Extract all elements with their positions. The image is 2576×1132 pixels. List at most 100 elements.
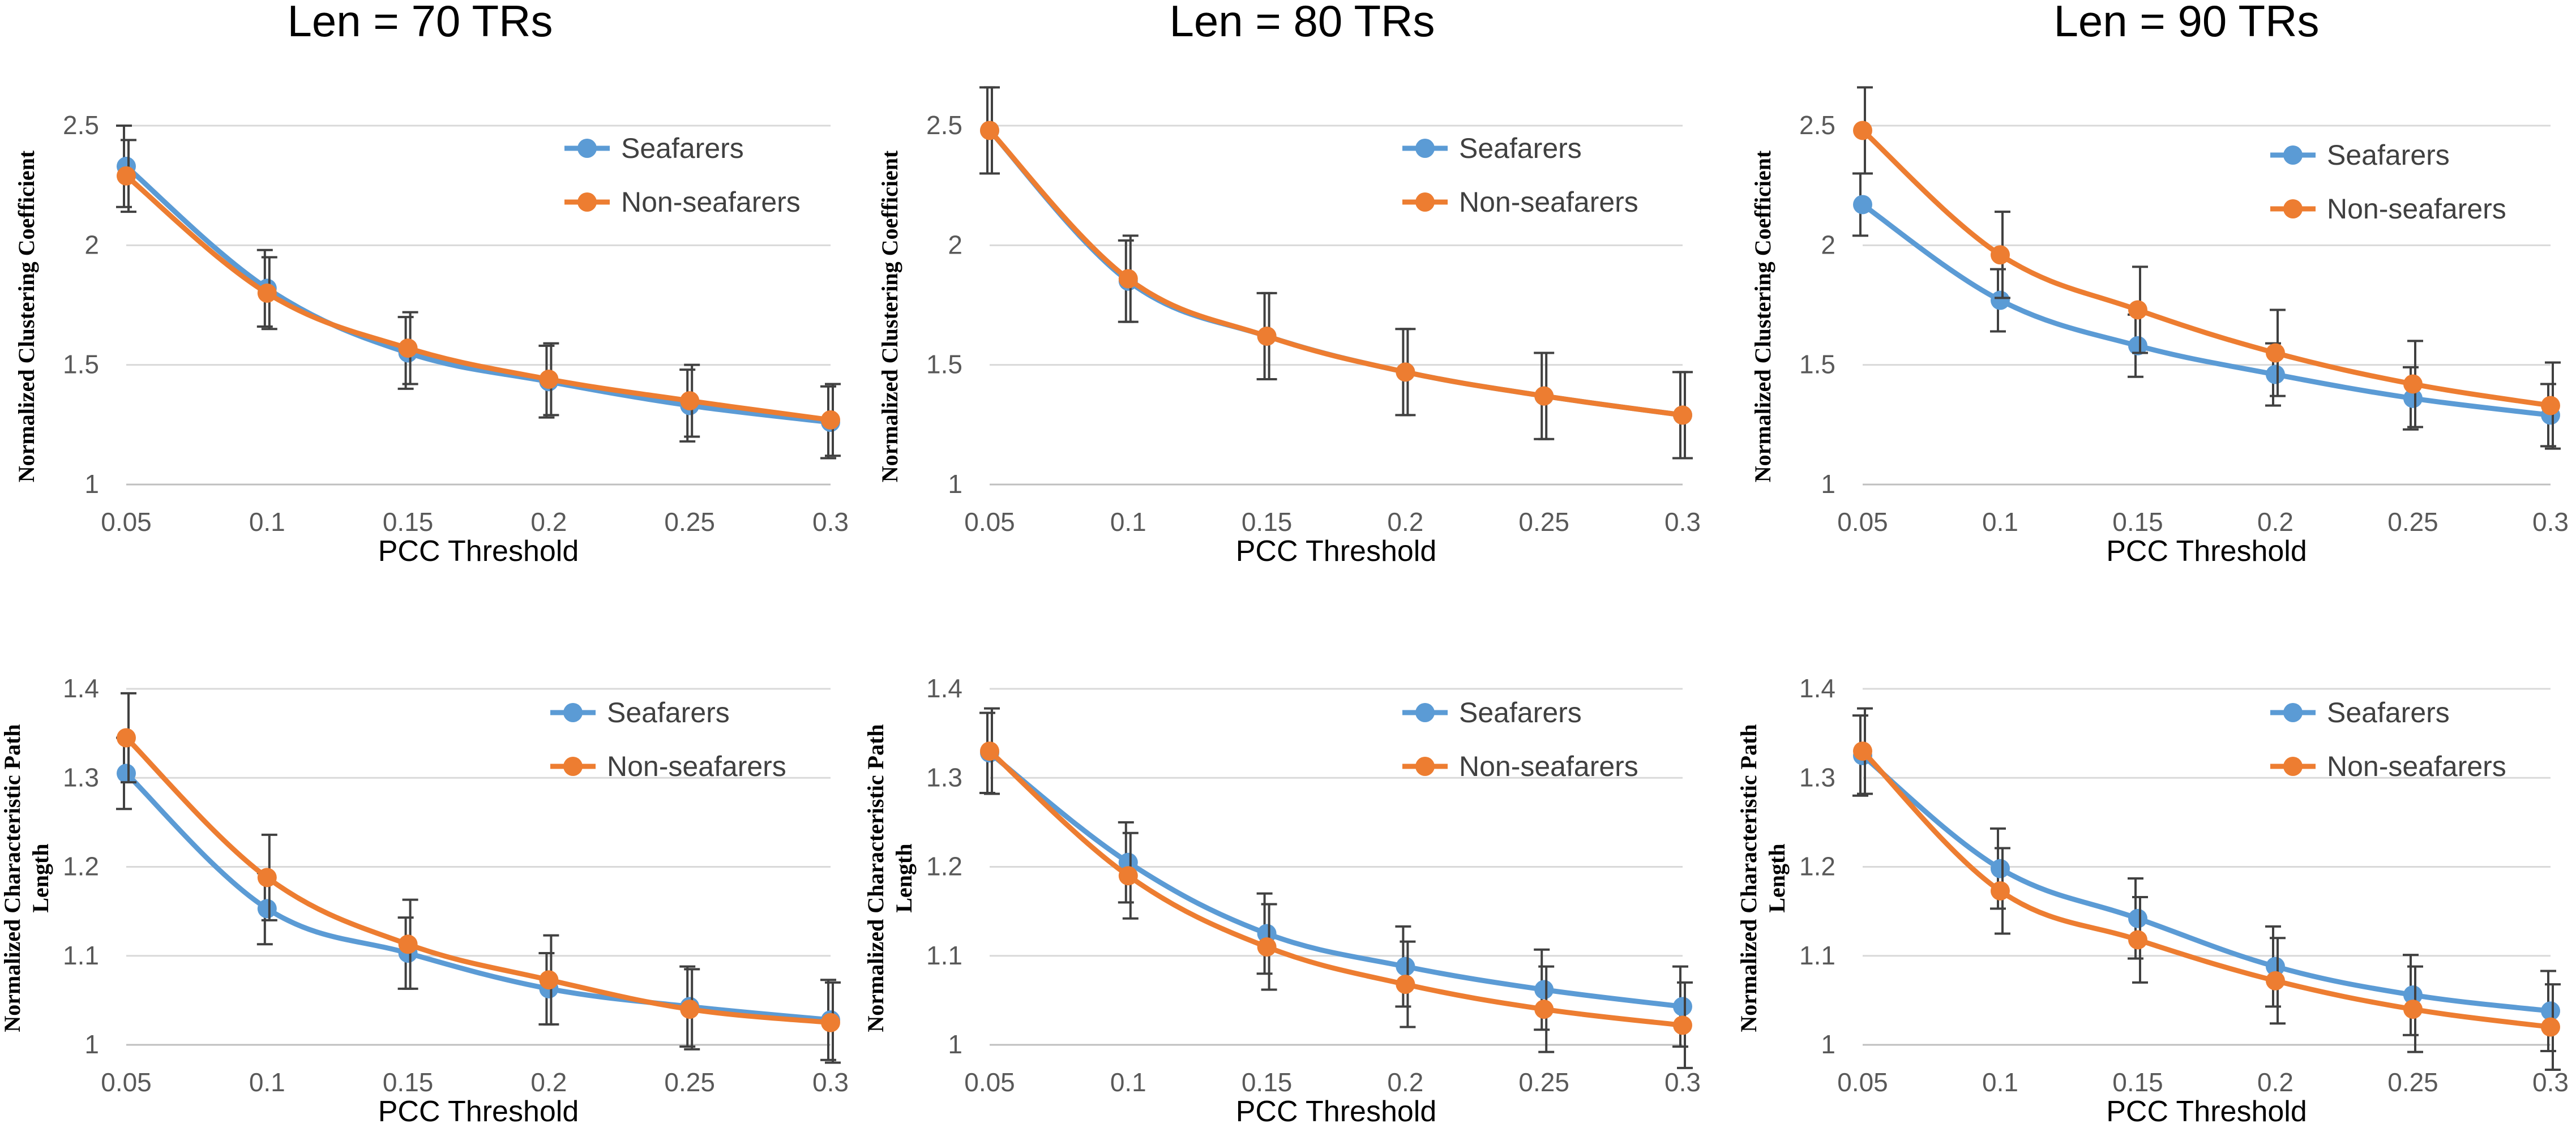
data-point-non-seafarers	[1118, 269, 1138, 289]
x-tick-label: 0.3	[2532, 507, 2569, 537]
legend-swatch-marker	[2283, 703, 2303, 722]
data-point-non-seafarers	[1853, 741, 1872, 761]
y-axis-label: Normalized Clustering Coefficient	[1750, 150, 1775, 482]
series-line-non-seafarers	[123, 173, 833, 423]
x-tick-label: 0.1	[249, 507, 285, 537]
data-point-non-seafarers	[2266, 343, 2285, 363]
legend-label: Seafarers	[1459, 132, 1582, 164]
data-point-non-seafarers	[1534, 386, 1554, 406]
x-axis-label: PCC Threshold	[378, 535, 579, 568]
x-tick-label: 0.05	[101, 507, 152, 537]
data-point-seafarers	[1991, 859, 2010, 878]
legend-label: Seafarers	[1459, 697, 1582, 728]
data-point-seafarers	[2403, 985, 2423, 1005]
y-tick-label: 1.2	[1799, 852, 1835, 881]
legend-label: Non-seafarers	[2327, 751, 2506, 782]
legend-label: Seafarers	[621, 132, 744, 164]
y-tick-label: 1.2	[63, 852, 99, 881]
data-point-seafarers	[1673, 997, 1692, 1017]
y-axis-label: Normalized Characteristic Path	[1736, 724, 1761, 1032]
y-tick-label: 1.1	[926, 941, 962, 970]
data-point-seafarers	[1853, 195, 1872, 215]
x-tick-label: 0.3	[1664, 507, 1701, 537]
data-point-non-seafarers	[398, 934, 418, 954]
y-tick-label: 1.5	[926, 350, 962, 379]
x-axis-label: PCC Threshold	[1236, 1095, 1437, 1128]
x-tick-label: 0.15	[2112, 1067, 2163, 1097]
panels: 1 1.5 2 2.5 0.05 0.1 0.15 0.2 0.25 0.3 PCC Thresho…	[0, 86, 2569, 1128]
data-point-seafarers	[1118, 852, 1138, 872]
chart-panel-bottom-middle: 1 1.1 1.2 1.3 1.4 0.05 0.1 0.15 0.2 0.25 0.3 PCC Th…	[863, 674, 1701, 1128]
y-tick-label: 1.3	[63, 762, 99, 792]
x-tick-label: 0.25	[664, 507, 715, 537]
legend-swatch-marker	[1415, 703, 1435, 722]
legend-label: Non-seafarers	[1459, 751, 1638, 782]
data-point-non-seafarers	[257, 283, 277, 303]
y-tick-label: 1.3	[1799, 762, 1835, 792]
legend-swatch-marker	[2283, 145, 2303, 165]
x-tick-label: 0.1	[1110, 1067, 1146, 1097]
x-tick-label: 0.1	[1982, 1067, 2018, 1097]
x-tick-label: 0.25	[1518, 1067, 1569, 1097]
data-point-non-seafarers	[2403, 1000, 2423, 1019]
x-tick-label: 0.15	[383, 507, 434, 537]
x-tick-label: 0.1	[249, 1067, 285, 1097]
chart-panel-top-right: 1 1.5 2 2.5 0.05 0.1 0.15 0.2 0.25 0.3 PCC Thresho…	[1750, 86, 2569, 568]
data-point-non-seafarers	[1118, 866, 1138, 886]
data-point-non-seafarers	[1673, 1015, 1692, 1035]
data-point-seafarers	[1534, 980, 1554, 1000]
series-line-seafarers	[987, 750, 1685, 1009]
legend-swatch-marker	[1415, 192, 1435, 212]
legend-label: Non-seafarers	[621, 186, 801, 218]
data-point-non-seafarers	[1991, 245, 2010, 265]
x-tick-label: 0.05	[1837, 1067, 1888, 1097]
data-point-non-seafarers	[821, 410, 840, 430]
data-point-seafarers	[1396, 957, 1415, 976]
y-axis-label: Normalized Clustering Coefficient	[877, 150, 902, 482]
data-point-non-seafarers	[1853, 121, 1872, 140]
x-axis-label: PCC Threshold	[1236, 535, 1437, 568]
y-axis-label: Length	[891, 843, 917, 912]
data-point-seafarers	[2266, 957, 2285, 976]
data-point-non-seafarers	[680, 1000, 700, 1019]
series-line-non-seafarers	[987, 748, 1685, 1028]
legend-label: Seafarers	[607, 697, 730, 728]
y-tick-label: 2	[1821, 230, 1835, 259]
column-title-80: Len = 80 TRs	[1169, 0, 1435, 46]
y-tick-label: 2.5	[926, 110, 962, 140]
series-line-non-seafarers	[1860, 748, 2553, 1030]
y-tick-label: 2	[948, 230, 962, 259]
data-point-non-seafarers	[539, 970, 559, 990]
x-tick-label: 0.1	[1982, 507, 2018, 537]
data-point-non-seafarers	[1991, 881, 2010, 901]
x-tick-label: 0.05	[1837, 507, 1888, 537]
legend-swatch-marker	[1415, 757, 1435, 776]
x-tick-label: 0.15	[2112, 507, 2163, 537]
legend-label: Non-seafarers	[607, 751, 786, 782]
legend-swatch-marker	[2283, 199, 2303, 218]
x-tick-label: 0.3	[1664, 1067, 1701, 1097]
data-point-non-seafarers	[1673, 405, 1692, 425]
data-point-non-seafarers	[2128, 930, 2147, 950]
series-line-seafarers	[123, 770, 833, 1023]
legend-label: Non-seafarers	[1459, 186, 1638, 218]
legend-swatch-marker	[577, 139, 597, 158]
column-title-90: Len = 90 TRs	[2053, 0, 2319, 46]
data-point-non-seafarers	[680, 391, 700, 411]
data-point-non-seafarers	[2403, 374, 2423, 394]
x-tick-label: 0.05	[964, 1067, 1015, 1097]
data-point-seafarers	[2403, 388, 2423, 408]
data-point-seafarers	[117, 764, 136, 783]
series-line-non-seafarers	[1860, 127, 2553, 408]
y-axis-label: Normalized Characteristic Path	[863, 724, 888, 1032]
legend-swatch-marker	[563, 757, 583, 776]
data-point-non-seafarers	[980, 121, 999, 140]
x-tick-label: 0.2	[2257, 507, 2293, 537]
legend-swatch-marker	[1415, 139, 1435, 158]
chart-panel-top-left: 1 1.5 2 2.5 0.05 0.1 0.15 0.2 0.25 0.3 PCC Thresho…	[14, 110, 849, 568]
y-tick-label: 1.4	[926, 674, 962, 703]
data-point-seafarers	[2128, 908, 2147, 928]
chart-panel-bottom-right: 1 1.1 1.2 1.3 1.4 0.05 0.1 0.15 0.2 0.25 0.3 PCC Th…	[1736, 674, 2569, 1128]
data-point-non-seafarers	[1396, 362, 1415, 382]
